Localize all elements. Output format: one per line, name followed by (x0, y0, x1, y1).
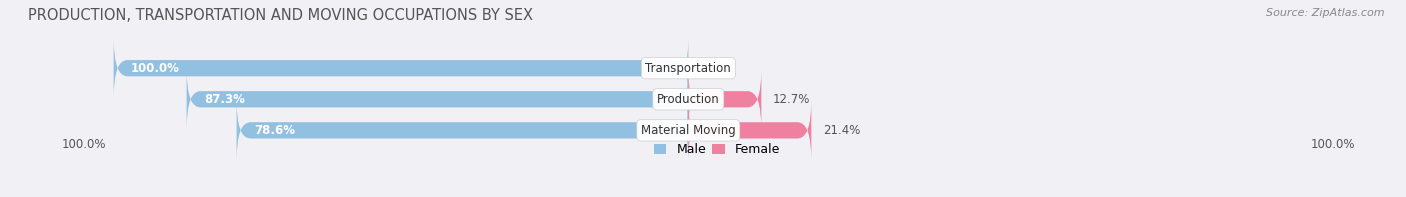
Text: 100.0%: 100.0% (62, 138, 107, 151)
FancyBboxPatch shape (689, 70, 761, 128)
Text: 21.4%: 21.4% (823, 124, 860, 137)
FancyBboxPatch shape (187, 70, 689, 128)
FancyBboxPatch shape (114, 39, 689, 97)
Text: Transportation: Transportation (645, 62, 731, 75)
FancyBboxPatch shape (114, 39, 689, 97)
Legend: Male, Female: Male, Female (654, 143, 780, 156)
Text: 12.7%: 12.7% (773, 93, 810, 106)
Text: 87.3%: 87.3% (204, 93, 245, 106)
Text: 0.0%: 0.0% (700, 62, 730, 75)
Text: 100.0%: 100.0% (131, 62, 180, 75)
Text: Production: Production (657, 93, 720, 106)
FancyBboxPatch shape (187, 70, 761, 128)
Text: PRODUCTION, TRANSPORTATION AND MOVING OCCUPATIONS BY SEX: PRODUCTION, TRANSPORTATION AND MOVING OC… (28, 8, 533, 23)
Text: Source: ZipAtlas.com: Source: ZipAtlas.com (1267, 8, 1385, 18)
FancyBboxPatch shape (689, 101, 811, 160)
FancyBboxPatch shape (236, 101, 811, 160)
FancyBboxPatch shape (236, 101, 689, 160)
Text: 78.6%: 78.6% (254, 124, 295, 137)
Text: Material Moving: Material Moving (641, 124, 735, 137)
Text: 100.0%: 100.0% (1310, 138, 1355, 151)
